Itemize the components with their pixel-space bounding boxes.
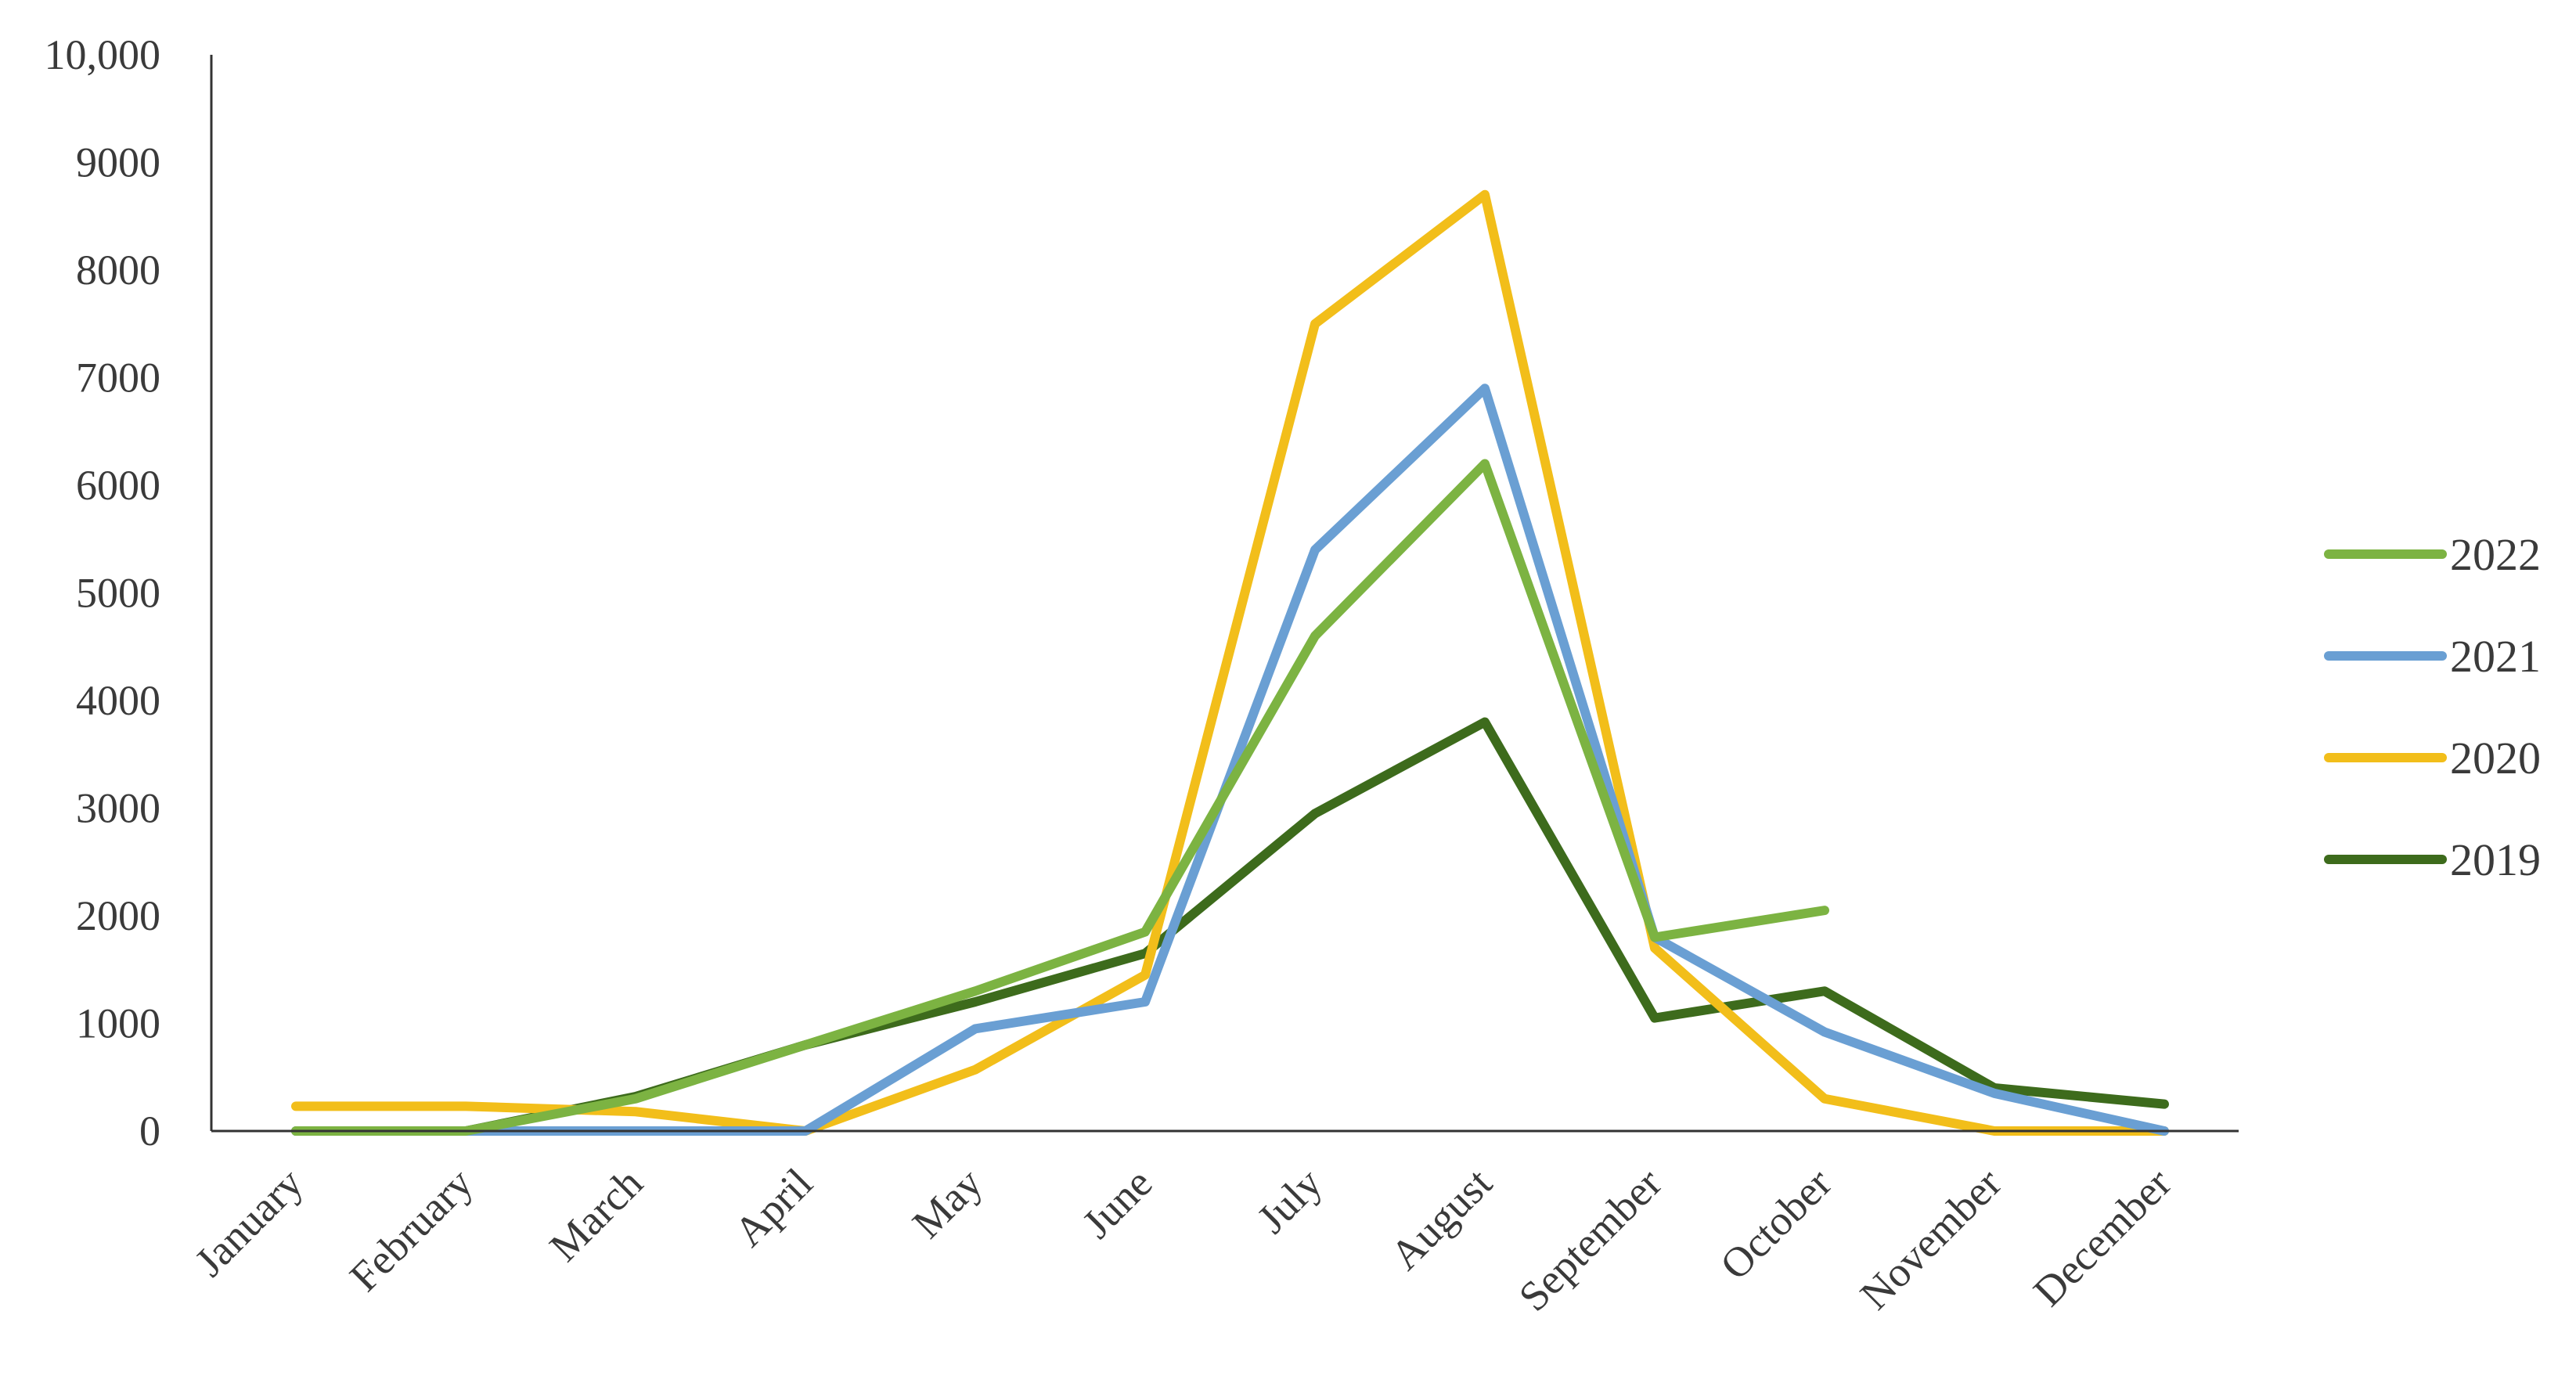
y-tick-label: 9000 [76, 139, 160, 186]
x-tick-label: July [1248, 1159, 1331, 1242]
x-tick-label: February [340, 1159, 481, 1300]
series-group [291, 189, 2169, 1136]
y-tick-label: 3000 [76, 785, 160, 832]
x-tick-label: January [186, 1159, 312, 1285]
y-tick-label: 0 [139, 1108, 160, 1154]
x-axis-ticks: January February March April May June July Augu… [186, 1159, 2180, 1320]
y-tick-label: 8000 [76, 247, 160, 294]
y-tick-label: 6000 [76, 462, 160, 509]
y-tick-label: 2000 [76, 892, 160, 939]
x-tick-label: December [2024, 1159, 2180, 1315]
x-tick-label: April [725, 1159, 821, 1255]
series-line-2022 [291, 459, 1829, 1136]
x-tick-label: October [1711, 1159, 1840, 1288]
y-axis-ticks: 0 1000 2000 3000 4000 5000 6000 7000 8000 9000 10,… [45, 31, 161, 1154]
x-tick-label: May [903, 1159, 991, 1247]
y-tick-label: 7000 [76, 355, 160, 402]
legend-label-2020: 2020 [2450, 733, 2541, 783]
series-line-2020 [291, 189, 2169, 1136]
legend: 2022 2021 2020 2019 [2324, 529, 2541, 885]
x-tick-label: June [1073, 1159, 1161, 1247]
x-tick-label: November [1851, 1159, 2011, 1319]
y-tick-label: 5000 [76, 570, 160, 617]
x-tick-label: March [540, 1159, 651, 1270]
x-tick-label: September [1510, 1159, 1671, 1320]
legend-label-2021: 2021 [2450, 631, 2541, 682]
legend-label-2019: 2019 [2450, 834, 2541, 885]
y-tick-label: 10,000 [45, 31, 161, 78]
legend-label-2022: 2022 [2450, 529, 2541, 580]
y-tick-label: 4000 [76, 677, 160, 724]
y-tick-label: 1000 [76, 1000, 160, 1047]
x-tick-label: August [1382, 1159, 1501, 1279]
